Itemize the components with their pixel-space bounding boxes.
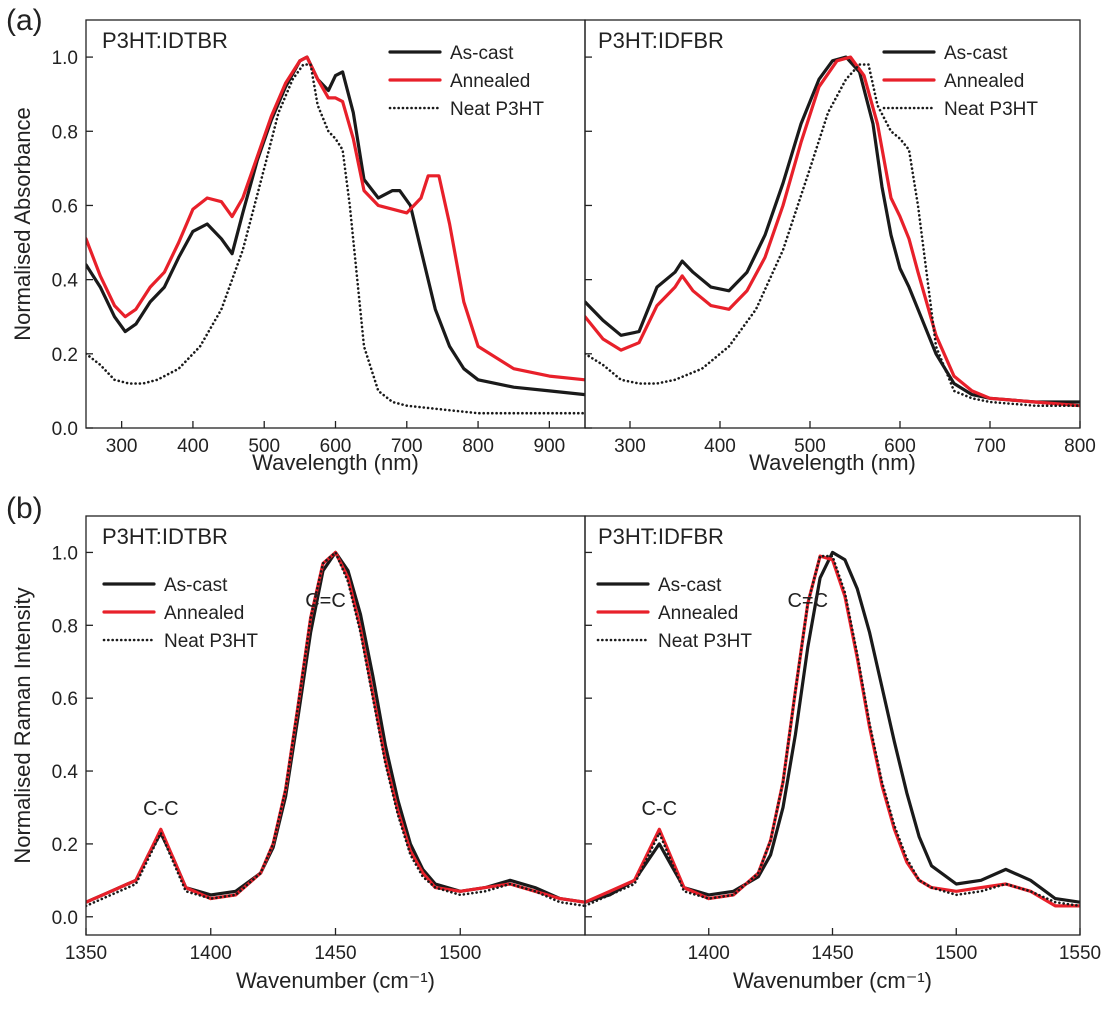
x-tick-label: 300 [614, 436, 646, 457]
y-tick-label: 0.2 [52, 835, 78, 856]
y-axis-title: Normalised Raman Intensity [10, 587, 35, 863]
x-tick-label: 800 [462, 436, 494, 457]
legend-label: Annealed [944, 71, 1024, 92]
legend-label: As-cast [658, 575, 722, 596]
plot-frame [85, 515, 586, 936]
legend: As-cast Annealed Neat P3HT [882, 43, 1038, 120]
chart-3: 1350 1400 1450 1500 0.0 0.2 0.4 0.6 0.8 1.0 Wavenu… [10, 515, 586, 993]
series-line-neat-p3ht [86, 551, 585, 908]
series-line-as-cast [585, 55, 1080, 404]
x-tick-label: 500 [794, 436, 826, 457]
y-tick-label: 1.0 [52, 543, 78, 564]
x-tick-label: 800 [1064, 436, 1096, 457]
legend-label: Annealed [450, 71, 530, 92]
x-tick-label: 1400 [688, 943, 730, 964]
x-tick-label: 1350 [65, 943, 107, 964]
legend-label: Annealed [164, 603, 244, 624]
legend-label: As-cast [164, 575, 228, 596]
peak-annotation: C-C [641, 798, 677, 820]
series-line-annealed [585, 55, 1080, 408]
series-line-neat-p3ht [585, 63, 1080, 408]
x-tick-label: 600 [320, 436, 352, 457]
x-axis-title: Wavelength (nm) [749, 450, 916, 475]
legend-label: Neat P3HT [944, 99, 1038, 120]
y-tick-label: 0.8 [52, 122, 78, 143]
x-tick-label: 400 [704, 436, 736, 457]
x-tick-label: 700 [391, 436, 423, 457]
chart-title: P3HT:IDTBR [102, 524, 228, 549]
x-tick-label: 1450 [811, 943, 853, 964]
y-tick-label: 0.4 [52, 271, 79, 292]
series-line-annealed [585, 554, 1080, 908]
chart-title: P3HT:IDTBR [102, 28, 228, 53]
legend-label: Neat P3HT [164, 631, 258, 652]
y-tick-label: 0.6 [52, 689, 78, 710]
x-tick-label: 500 [248, 436, 280, 457]
x-tick-label: 1550 [1059, 943, 1101, 964]
y-tick-label: 0.8 [52, 616, 78, 637]
series-line-neat-p3ht [86, 63, 585, 415]
x-tick-label: 600 [884, 436, 916, 457]
peak-annotation: C=C [305, 590, 346, 612]
series-line-neat-p3ht [585, 554, 1080, 908]
series-group [86, 550, 585, 908]
x-tick-label: 1450 [314, 943, 356, 964]
x-tick-label: 1500 [935, 943, 977, 964]
y-tick-label: 0.2 [52, 345, 78, 366]
plot-frame [584, 19, 1081, 429]
legend: As-cast Annealed Neat P3HT [102, 575, 258, 652]
x-tick-label: 900 [534, 436, 566, 457]
series-group [585, 55, 1080, 408]
y-tick-label: 0.6 [52, 196, 78, 217]
chart-1: 300 400 500 600 700 800 900 0.0 0.2 0.4 0.6 0.8 1.0 W… [10, 19, 586, 475]
series-group [585, 550, 1080, 908]
x-axis-title: Wavelength (nm) [252, 450, 419, 475]
legend-label: Neat P3HT [450, 99, 544, 120]
x-tick-label: 300 [106, 436, 138, 457]
series-group [86, 55, 585, 415]
legend: As-cast Annealed Neat P3HT [388, 43, 544, 120]
chart-title: P3HT:IDFBR [598, 524, 724, 549]
y-tick-label: 0.0 [52, 908, 78, 929]
x-tick-label: 1500 [439, 943, 481, 964]
y-tick-label: 1.0 [52, 48, 78, 69]
series-line-as-cast [585, 550, 1080, 904]
x-axis-title: Wavenumber (cm⁻¹) [733, 968, 932, 993]
y-tick-label: 0.4 [52, 762, 79, 783]
panel-tag-a: (a) [6, 4, 43, 37]
plots-layer: 300 400 500 600 700 800 900 0.0 0.2 0.4 0.6 0.8 1.0 W… [10, 19, 1101, 993]
chart-4: 1400 1450 1500 1550 Wavenumber (cm⁻¹) P3HT:ID… [584, 515, 1101, 993]
x-tick-label: 1400 [190, 943, 232, 964]
legend-label: Annealed [658, 603, 738, 624]
x-axis-title: Wavenumber (cm⁻¹) [236, 968, 435, 993]
y-tick-label: 0.0 [52, 419, 78, 440]
x-tick-label: 400 [177, 436, 209, 457]
legend: As-cast Annealed Neat P3HT [596, 575, 752, 652]
peak-annotation: C=C [787, 590, 828, 612]
legend-label: Neat P3HT [658, 631, 752, 652]
peak-annotation: C-C [143, 798, 179, 820]
x-tick-label: 700 [974, 436, 1006, 457]
panel-tag-b: (b) [6, 492, 43, 525]
legend-label: As-cast [944, 43, 1008, 64]
legend-label: As-cast [450, 43, 514, 64]
y-axis-title: Normalised Absorbance [10, 107, 35, 341]
chart-2: 300 400 500 600 700 800 Wavelength (nm) P3HT:ID… [584, 19, 1096, 475]
chart-title: P3HT:IDFBR [598, 28, 724, 53]
